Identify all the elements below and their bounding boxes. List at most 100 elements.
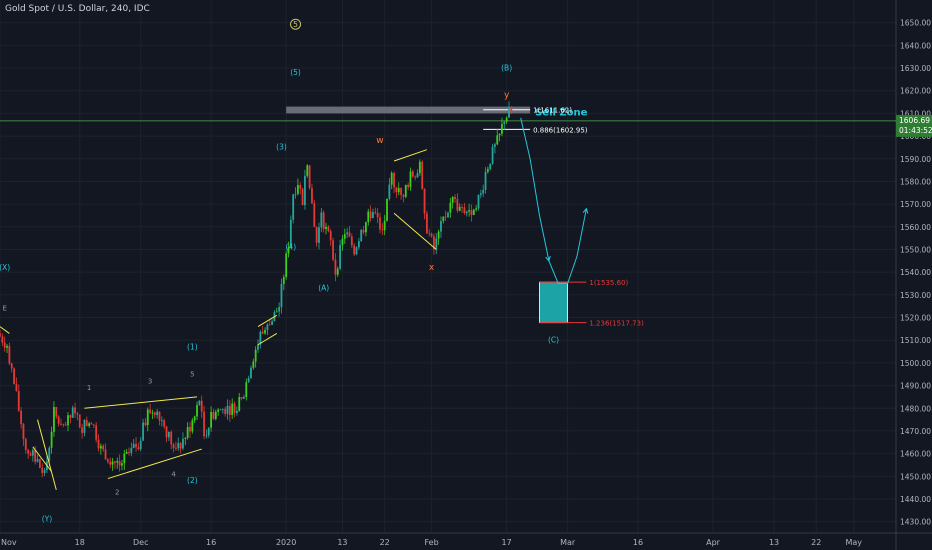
candle-body [409, 171, 412, 188]
candle-body [60, 423, 62, 425]
price-tick-label: 1450.00 [900, 472, 931, 481]
candle-body [74, 407, 76, 414]
time-tick-label: 2020 [276, 538, 296, 547]
current-price-badge [896, 114, 932, 137]
candle-body [177, 443, 180, 449]
candle-body [268, 324, 271, 326]
candle-body [390, 173, 393, 185]
candle-body [470, 210, 473, 216]
candle-body [458, 207, 461, 211]
fib-level-label: 1.236(1517.73) [589, 320, 644, 328]
candle-body [308, 165, 311, 189]
sell-zone-label: Sell Zone [535, 107, 588, 118]
candle-body [135, 443, 137, 448]
candle-body [348, 232, 351, 237]
candle-body [15, 384, 18, 391]
candle-body [48, 447, 51, 462]
candle-body [421, 161, 424, 189]
price-tick-label: 1520.00 [900, 314, 931, 323]
candle-body [501, 123, 503, 134]
candle-body [196, 404, 198, 417]
price-tick-label: 1470.00 [900, 427, 931, 436]
time-tick-label: Dec [133, 538, 148, 547]
candle-body [219, 409, 222, 411]
candle-body [472, 209, 475, 216]
candle-body [318, 227, 320, 243]
wave-label-circle [290, 18, 302, 30]
candle-body [271, 321, 273, 325]
candle-body [362, 229, 365, 233]
wave-label: (C) [548, 335, 559, 344]
time-tick-label: Feb [424, 538, 438, 547]
candle-body [435, 238, 438, 250]
candle-body [404, 184, 407, 197]
candle-body [341, 238, 344, 246]
candle-body [3, 342, 6, 348]
candle-body [343, 234, 346, 239]
fib-level-label: 1(1535.60) [589, 279, 628, 287]
candle-body [36, 459, 39, 462]
candle-body [496, 135, 499, 145]
candle-body [17, 390, 20, 411]
candle-body [172, 444, 175, 449]
candle-body [109, 461, 112, 465]
wave-label: 2 [115, 488, 119, 496]
candle-body [395, 187, 398, 193]
candle-body [6, 345, 8, 348]
candle-body [322, 212, 325, 230]
candle-body [468, 210, 471, 212]
candle-body [252, 361, 255, 368]
time-tick-label: Nov [1, 538, 17, 547]
candle-body [71, 407, 74, 418]
trendline [0, 326, 10, 334]
candle-body [121, 463, 123, 466]
candle-body [193, 416, 196, 421]
candle-body [69, 415, 72, 418]
candle-body [243, 396, 245, 399]
candle-body [292, 194, 295, 220]
price-tick-label: 1610.00 [900, 109, 931, 118]
projection-arrow-up [582, 207, 589, 214]
candle-body [315, 226, 318, 243]
candle-body [264, 330, 266, 334]
target-box [539, 281, 569, 324]
candle-body [0, 333, 1, 337]
candle-body [479, 193, 482, 195]
candle-body [388, 184, 391, 199]
candle-body [92, 424, 95, 426]
wave-label: (2) [187, 476, 198, 485]
candle-body [149, 409, 152, 414]
time-tick-label: 22 [380, 538, 390, 547]
wave-label: (3) [276, 143, 287, 152]
current-price-label: 1606.69 [899, 116, 930, 125]
candle-body [477, 194, 480, 209]
candle-body [224, 408, 227, 414]
price-tick-label: 1480.00 [900, 404, 931, 413]
candle-body [238, 397, 241, 411]
candle-body [53, 406, 55, 432]
wave-label: 4 [171, 470, 176, 478]
candle-body [57, 416, 60, 424]
candle-body [465, 211, 468, 214]
candle-body [118, 461, 121, 466]
candle-body [85, 420, 88, 426]
candle-body [81, 427, 83, 433]
candle-body [184, 437, 187, 439]
candle-body [425, 213, 428, 234]
candle-body [311, 188, 313, 204]
fib-level-label: 0.886(1602.95) [533, 126, 588, 134]
candle-body [433, 236, 435, 250]
candle-body [137, 447, 140, 450]
candle-body [259, 331, 262, 345]
candle-body [280, 283, 283, 308]
candle-body [76, 413, 79, 415]
time-tick-label: 13 [769, 538, 779, 547]
candle-body [50, 431, 53, 448]
candle-body [508, 107, 510, 118]
time-tick-label: Apr [706, 538, 721, 547]
price-tick-label: 1440.00 [900, 495, 931, 504]
candle-body [43, 470, 46, 473]
